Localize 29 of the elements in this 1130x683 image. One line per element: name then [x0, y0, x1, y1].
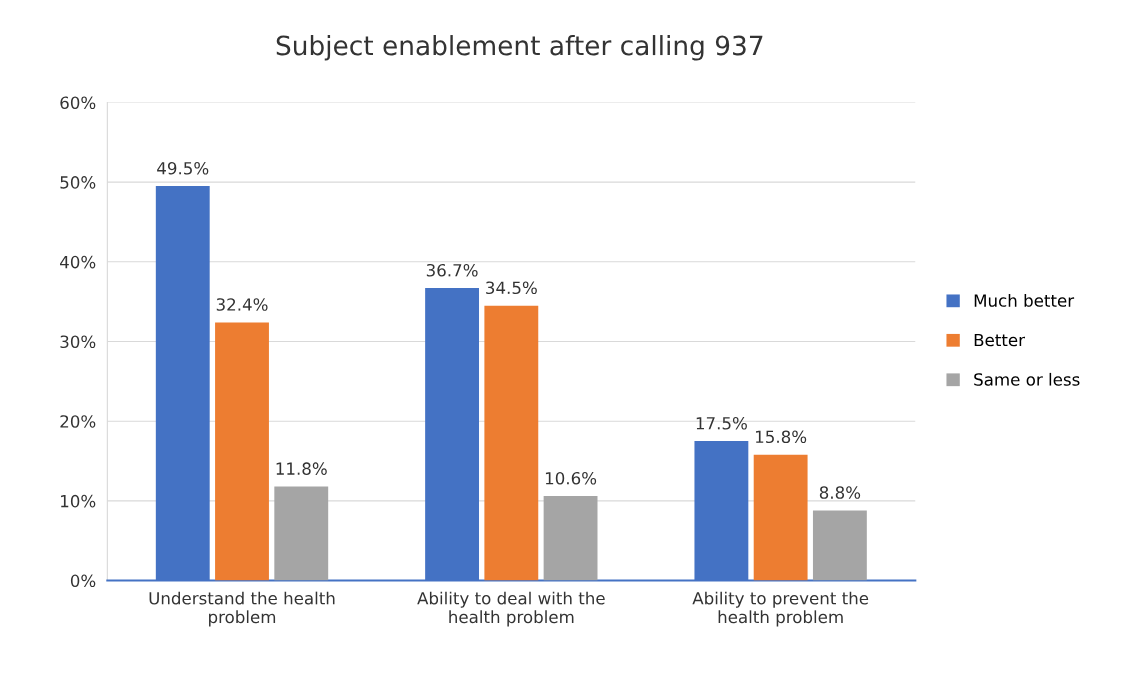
y-tick-label: 30%	[60, 335, 96, 349]
bar	[484, 305, 539, 581]
bar	[543, 496, 598, 581]
x-tick-label: Understand the health problem	[149, 591, 335, 627]
data-label: 36.7%	[426, 263, 478, 277]
bar	[812, 510, 867, 581]
y-tick-label: 10%	[61, 494, 96, 508]
bar	[215, 322, 269, 581]
data-label: 10.6%	[545, 471, 597, 485]
data-label: 8.8%	[819, 486, 861, 499]
legend-label: Better	[974, 333, 1025, 347]
chart-title: Subject enablement after calling 937	[276, 35, 763, 61]
y-tick-label: 50%	[60, 176, 96, 189]
bar	[274, 486, 329, 581]
legend-label: Same or less	[974, 372, 1080, 386]
x-tick-label: Ability to prevent the health problem	[692, 591, 869, 627]
data-label: 11.8%	[276, 462, 327, 475]
data-label: 34.5%	[486, 281, 537, 295]
data-label: 32.4%	[216, 298, 268, 311]
data-label: 49.5%	[157, 161, 209, 175]
data-label: 15.8%	[756, 430, 807, 444]
y-tick-label: 40%	[60, 255, 96, 269]
data-label: 17.5%	[696, 416, 747, 430]
y-tick-label: 60%	[60, 96, 96, 110]
x-tick-label: Ability to deal with the health problem	[417, 591, 605, 627]
y-tick-label: 0%	[70, 574, 96, 588]
bar	[753, 454, 808, 581]
y-tick-label: 20%	[60, 415, 96, 428]
legend-label: Much better	[974, 293, 1075, 307]
